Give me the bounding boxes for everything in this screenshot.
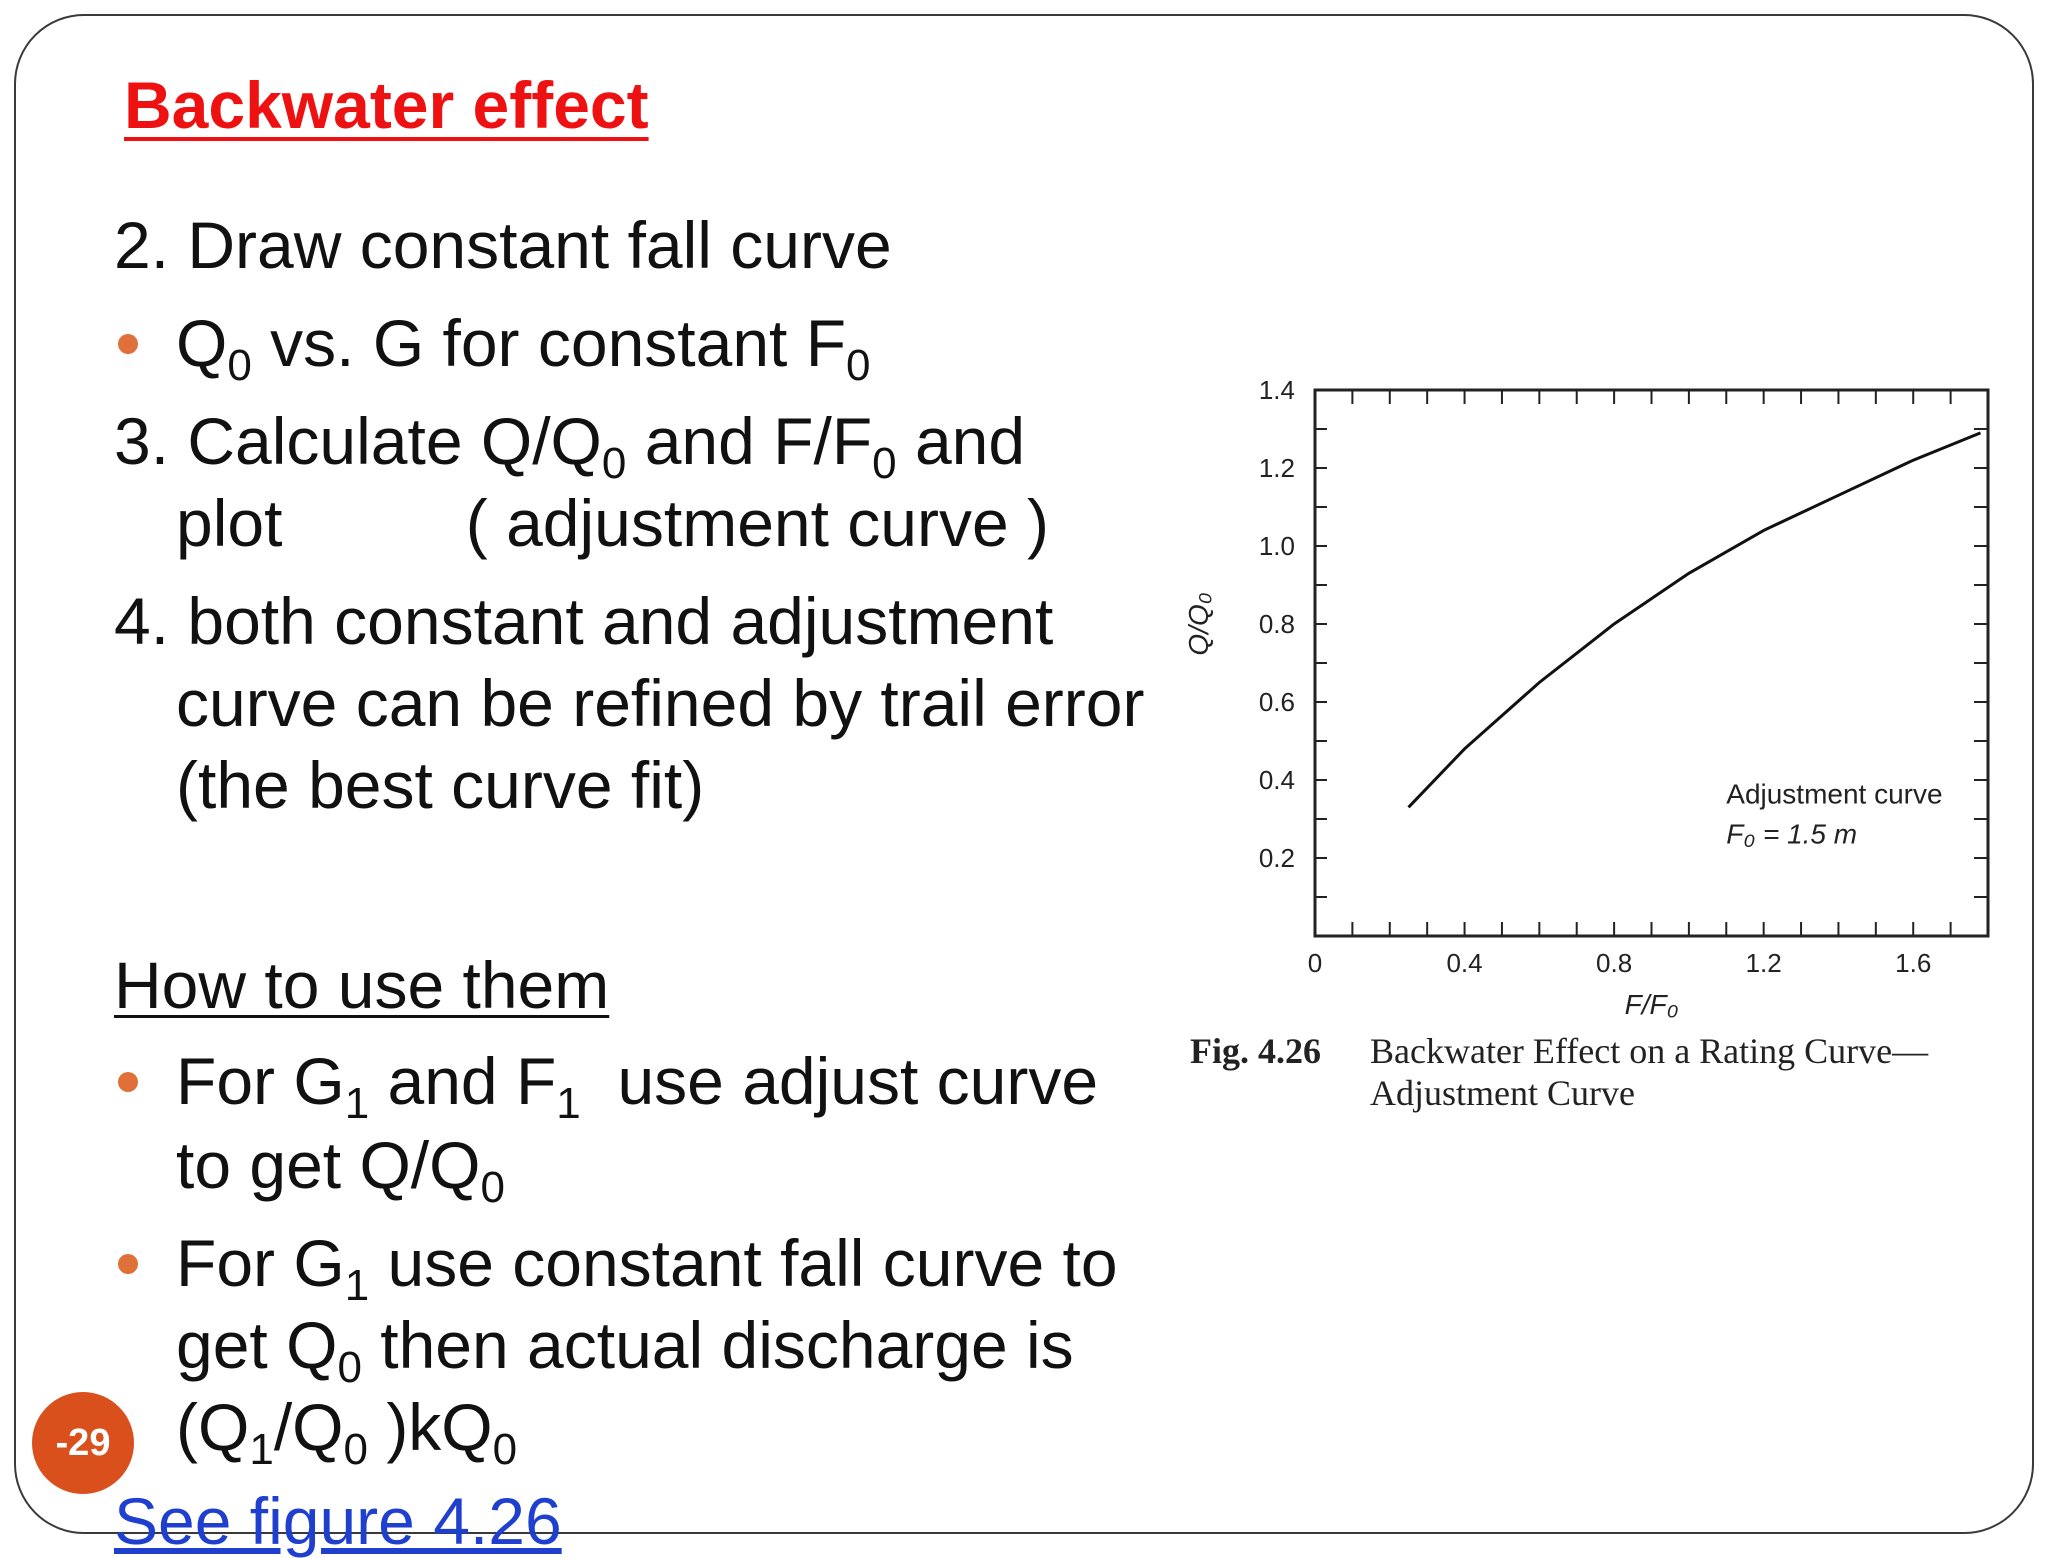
- x-tick-label: 1.6: [1895, 948, 1931, 978]
- figure-caption-text: Backwater Effect on a Rating Curve— Adju…: [1370, 1030, 1928, 1114]
- slide-title: Backwater effect: [124, 68, 649, 142]
- y-tick-label: 0.6: [1259, 687, 1295, 717]
- x-tick-label: 0: [1308, 948, 1322, 978]
- bullet-discharge-line-3: (Q1/Q0 )kQ0: [176, 1390, 518, 1474]
- y-tick-label: 1.4: [1259, 375, 1295, 405]
- curve-annotation: F₀ = 1.5 m: [1726, 818, 1857, 849]
- y-tick-label: 0.2: [1259, 843, 1295, 873]
- x-axis-label: F/F₀: [1625, 989, 1679, 1020]
- bullet-adjust-line-1: For G1 and F1 use adjust curve: [176, 1044, 1099, 1128]
- x-tick-label: 0.8: [1596, 948, 1632, 978]
- y-tick-label: 0.8: [1259, 609, 1295, 639]
- step-4-line-2: curve can be refined by trail error: [176, 666, 1145, 740]
- step-3-line-2: plot ( adjustment curve ): [176, 486, 1049, 560]
- adjustment-curve-line: [1407, 431, 1982, 809]
- figure-caption-line-1: Backwater Effect on a Rating Curve—: [1370, 1031, 1929, 1071]
- bullet-discharge-line-2: get Q0 then actual discharge is: [176, 1308, 1074, 1392]
- step-2: 2. Draw constant fall curve: [114, 208, 892, 282]
- slide-frame: [14, 14, 2034, 1534]
- step-4-line-3: (the best curve fit): [176, 748, 705, 822]
- step-4-line-1: 4. both constant and adjustment: [114, 584, 1054, 658]
- page-number-badge: -29: [32, 1392, 134, 1494]
- bullet-discharge-line-1: For G1 use constant fall curve to: [176, 1226, 1118, 1310]
- figure-caption-number: Fig. 4.26: [1190, 1031, 1321, 1071]
- how-to-heading: How to use them: [114, 948, 610, 1022]
- x-tick-label: 0.4: [1446, 948, 1482, 978]
- step-3-line-1: 3. Calculate Q/Q0 and F/F0 and: [114, 404, 1026, 488]
- y-tick-label: 1.2: [1259, 453, 1295, 483]
- figure-caption-line-2: Adjustment Curve: [1370, 1073, 1635, 1113]
- bullet-dot-3: [118, 1254, 138, 1274]
- bullet-constant-fall: Q0 vs. G for constant F0: [176, 306, 871, 390]
- bullet-dot-2: [118, 1072, 138, 1092]
- x-tick-label: 1.2: [1746, 948, 1782, 978]
- bullet-dot-1: [118, 334, 138, 354]
- y-axis-label: Q/Q₀: [1183, 592, 1214, 655]
- adjustment-curve-chart: 0 0.4 0.8 1.2 1.6 0.2 0.4 0.6 0.8 1.0 1.2 1.4 F/F₀ Q/…: [1183, 375, 1990, 1020]
- bullet-adjust-line-2: to get Q/Q0: [176, 1128, 505, 1212]
- y-tick-label: 1.0: [1259, 531, 1295, 561]
- curve-annotation: Adjustment curve: [1726, 778, 1942, 809]
- see-figure-link[interactable]: See figure 4.26: [114, 1484, 562, 1558]
- y-tick-label: 0.4: [1259, 765, 1295, 795]
